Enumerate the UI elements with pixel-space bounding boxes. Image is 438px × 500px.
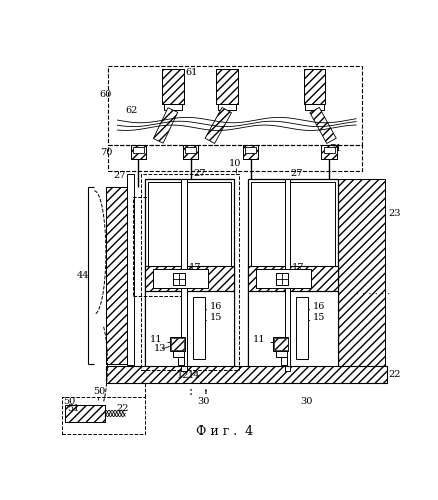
Bar — [276, 272, 288, 285]
Bar — [276, 351, 287, 357]
Bar — [183, 146, 198, 160]
Bar — [127, 174, 134, 365]
Bar — [274, 338, 288, 350]
Bar — [145, 266, 234, 291]
Bar — [106, 187, 127, 364]
Bar — [145, 291, 234, 368]
Text: ·: · — [204, 384, 208, 398]
Bar — [162, 69, 184, 104]
Text: 16: 16 — [210, 302, 222, 311]
Bar — [245, 147, 256, 153]
Bar — [243, 146, 258, 160]
Text: 22: 22 — [389, 370, 401, 378]
Bar — [145, 178, 234, 370]
Bar — [65, 405, 105, 422]
Text: 17: 17 — [189, 264, 201, 272]
Bar — [339, 178, 385, 370]
Bar — [251, 182, 335, 266]
Text: 70: 70 — [100, 148, 112, 157]
Bar — [106, 187, 127, 364]
Text: 50: 50 — [64, 396, 76, 406]
Bar — [185, 147, 196, 153]
Text: 15: 15 — [210, 314, 222, 322]
Bar — [248, 291, 338, 368]
Bar — [321, 146, 337, 160]
Bar — [218, 104, 236, 110]
Text: 27: 27 — [291, 170, 303, 178]
Bar — [304, 69, 325, 104]
Bar — [256, 270, 311, 288]
Text: 61: 61 — [185, 68, 198, 77]
Bar — [248, 266, 338, 291]
Text: 44: 44 — [77, 271, 89, 280]
Text: 11: 11 — [150, 335, 162, 344]
Bar — [173, 351, 184, 357]
Bar — [108, 66, 362, 144]
Text: · · · · · ·: · · · · · · — [356, 290, 391, 300]
Text: 10: 10 — [229, 160, 241, 168]
Bar — [133, 147, 144, 153]
Bar — [153, 270, 208, 288]
Bar — [164, 104, 182, 110]
Text: Ф и г .  4: Ф и г . 4 — [196, 426, 253, 438]
Bar — [321, 146, 337, 160]
Text: 50: 50 — [93, 386, 105, 396]
Bar — [162, 69, 184, 104]
Bar — [324, 147, 335, 153]
Text: 13: 13 — [154, 344, 166, 353]
Text: 71: 71 — [329, 144, 342, 153]
Text: 17: 17 — [292, 264, 305, 272]
Text: 23: 23 — [389, 210, 401, 218]
Text: ·: · — [204, 386, 208, 399]
Bar — [65, 405, 105, 422]
Text: 14: 14 — [188, 371, 201, 380]
Bar — [193, 297, 205, 359]
Bar — [296, 297, 308, 359]
Bar — [141, 174, 239, 370]
Bar — [106, 366, 387, 384]
Text: ·: · — [204, 388, 208, 400]
Text: 62: 62 — [125, 106, 138, 116]
Text: 22: 22 — [116, 404, 128, 413]
Text: 51: 51 — [67, 404, 80, 412]
Bar — [181, 178, 187, 371]
Bar — [62, 398, 145, 434]
Text: 12: 12 — [177, 371, 189, 380]
Bar — [304, 69, 325, 104]
Polygon shape — [153, 108, 178, 143]
Text: 60: 60 — [100, 90, 112, 99]
Bar — [243, 146, 258, 160]
Bar — [183, 146, 198, 160]
Bar — [216, 69, 237, 104]
Text: 15: 15 — [313, 314, 325, 322]
Bar — [133, 197, 183, 296]
Text: 30: 30 — [198, 396, 210, 406]
Bar — [131, 146, 146, 160]
Bar — [216, 69, 237, 104]
Bar — [131, 146, 146, 160]
Bar — [177, 357, 184, 365]
Text: :: : — [188, 384, 193, 398]
Bar — [108, 144, 362, 171]
Text: 27: 27 — [113, 171, 126, 180]
Bar — [145, 266, 234, 291]
Text: 27: 27 — [193, 170, 205, 178]
Bar — [170, 337, 185, 351]
Bar — [248, 266, 338, 291]
Bar — [281, 357, 287, 365]
Polygon shape — [310, 108, 336, 144]
Bar — [173, 272, 185, 285]
Bar — [273, 337, 288, 351]
Text: 30: 30 — [300, 396, 312, 406]
Text: 11: 11 — [253, 335, 265, 344]
Bar — [148, 182, 231, 266]
Bar — [248, 178, 338, 370]
Bar — [339, 178, 385, 370]
Bar — [106, 366, 387, 384]
Bar — [305, 104, 324, 110]
Polygon shape — [205, 108, 232, 144]
Text: 16: 16 — [313, 302, 325, 311]
Bar — [170, 338, 184, 350]
Bar — [285, 178, 290, 371]
